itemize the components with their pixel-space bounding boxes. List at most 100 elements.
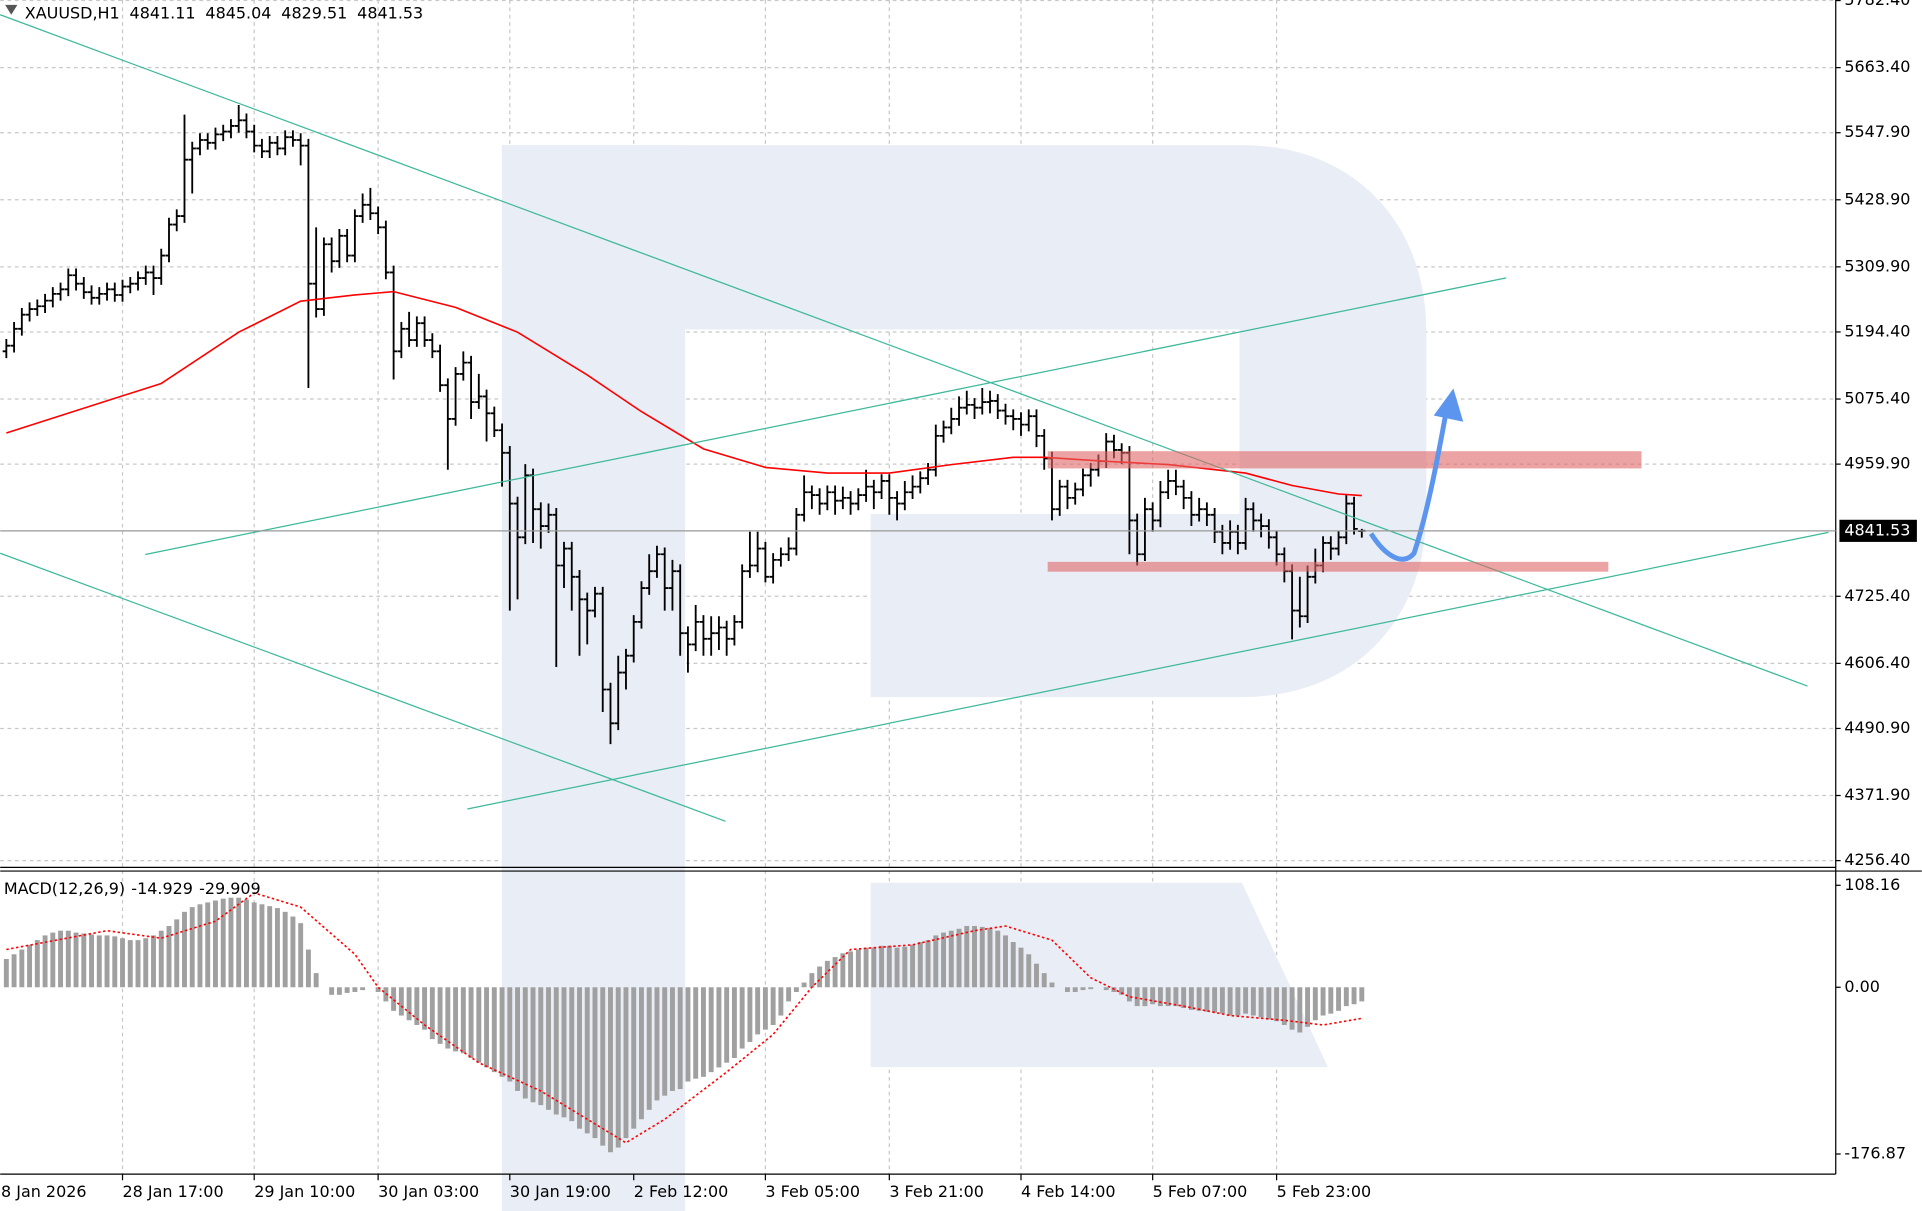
ohlc-bar bbox=[591, 586, 599, 618]
ohlc-bar bbox=[513, 496, 522, 600]
x-tick-label: 2 Feb 12:00 bbox=[634, 1182, 729, 1201]
histogram-bar bbox=[453, 987, 459, 1052]
histogram-bar bbox=[414, 987, 420, 1025]
ohlc-bar bbox=[1040, 429, 1048, 470]
histogram-bar bbox=[11, 954, 17, 988]
histogram-bar bbox=[855, 949, 861, 988]
histogram-bar bbox=[964, 925, 970, 988]
ohlc-bar bbox=[1350, 496, 1358, 535]
histogram-bar bbox=[406, 987, 412, 1021]
ohlc-bar bbox=[273, 136, 282, 156]
ohlc-bar bbox=[924, 462, 932, 485]
ohlc-bar bbox=[916, 471, 924, 494]
histogram-bar bbox=[693, 987, 699, 1079]
ohlc-bar bbox=[1032, 409, 1041, 448]
ohlc-bar bbox=[428, 333, 437, 359]
histogram-bar bbox=[1157, 987, 1163, 1007]
histogram-bar bbox=[274, 908, 280, 988]
y-tick-label: 4725.40 bbox=[1844, 586, 1910, 605]
histogram-bar bbox=[1289, 987, 1295, 1030]
ohlc-bar bbox=[1187, 491, 1196, 527]
histogram-bar bbox=[174, 919, 180, 988]
histogram-bar bbox=[755, 987, 761, 1035]
header-value: 4841.53 bbox=[357, 3, 423, 22]
trend-line bbox=[0, 14, 1808, 687]
ohlc-bar bbox=[235, 105, 243, 133]
ohlc-bar bbox=[800, 475, 808, 522]
histogram-bar bbox=[50, 932, 56, 988]
ohlc-bar bbox=[676, 564, 684, 656]
histogram-bar bbox=[1119, 987, 1125, 995]
histogram-bar bbox=[189, 907, 195, 988]
histogram-bar bbox=[344, 987, 350, 993]
y-tick-label: 4959.90 bbox=[1844, 454, 1910, 473]
histogram-bar bbox=[786, 987, 792, 1002]
ohlc-bar bbox=[10, 322, 18, 353]
ohlc-bar bbox=[684, 626, 692, 673]
histogram-bar bbox=[352, 987, 358, 992]
ohlc-bar bbox=[722, 620, 731, 656]
forecast-arrow bbox=[1368, 405, 1450, 562]
ohlc-bar bbox=[312, 227, 320, 318]
ohlc-bar bbox=[2, 338, 11, 359]
histogram-bar bbox=[561, 987, 567, 1118]
histogram-bar bbox=[259, 904, 265, 988]
histogram-bar bbox=[600, 987, 606, 1146]
histogram-bar bbox=[987, 927, 993, 988]
y-tick-label: 5782.40 bbox=[1844, 0, 1910, 9]
histogram-bar bbox=[631, 987, 637, 1129]
ohlc-bar bbox=[211, 127, 220, 150]
y-tick-label: 5547.90 bbox=[1844, 122, 1910, 141]
histogram-bar bbox=[809, 973, 815, 988]
ohlc-bar bbox=[1025, 409, 1033, 432]
y-tick-label: 108.16 bbox=[1844, 875, 1900, 894]
ohlc-bar bbox=[653, 545, 661, 578]
ohlc-bar bbox=[18, 307, 26, 336]
ohlc-bar bbox=[877, 474, 886, 500]
ohlc-bar bbox=[939, 420, 948, 443]
histogram-bar bbox=[1243, 987, 1249, 1014]
ohlc-bar bbox=[901, 480, 909, 511]
ohlc-bar bbox=[173, 209, 181, 232]
histogram-bar bbox=[731, 987, 737, 1058]
ohlc-bar bbox=[1226, 520, 1234, 550]
ohlc-bar bbox=[1249, 502, 1258, 532]
histogram-bar bbox=[507, 987, 513, 1082]
histogram-bar bbox=[298, 923, 304, 988]
histogram-bar bbox=[608, 987, 613, 1153]
histogram-bar bbox=[73, 932, 79, 988]
histogram-bar bbox=[1142, 987, 1148, 1007]
ohlc-bar bbox=[769, 553, 777, 584]
histogram-bar bbox=[1328, 987, 1334, 1014]
panel-title: XAUUSD,H1 4841.11 4845.04 4829.51 4841.53 bbox=[25, 3, 423, 22]
annotations bbox=[0, 14, 1829, 822]
header-value: 4829.51 bbox=[281, 3, 347, 22]
frame bbox=[0, 0, 1922, 1175]
histogram-bar bbox=[143, 938, 149, 988]
histogram-bar bbox=[329, 987, 335, 995]
ohlc-bar bbox=[1234, 524, 1242, 555]
ohlc-bar bbox=[80, 276, 88, 299]
histogram-bar bbox=[89, 934, 94, 988]
ohlc-bar bbox=[444, 378, 452, 470]
histogram-bar bbox=[1227, 987, 1233, 1016]
header-value: 4845.04 bbox=[205, 3, 271, 22]
ohlc-bar bbox=[506, 446, 514, 611]
x-tick-label: 3 Feb 21:00 bbox=[889, 1182, 984, 1201]
ohlc-bar bbox=[661, 547, 669, 611]
ohlc-bar bbox=[978, 387, 986, 415]
header-value: 4841.11 bbox=[130, 3, 196, 22]
ohlc-bar bbox=[792, 508, 801, 556]
x-tick-label: 5 Feb 23:00 bbox=[1277, 1182, 1372, 1201]
histogram-bar bbox=[58, 930, 64, 988]
ohlc-bar bbox=[289, 130, 297, 147]
ohlc-bar bbox=[118, 279, 127, 302]
histogram-bar bbox=[979, 926, 985, 988]
histogram-bar bbox=[1188, 987, 1194, 1010]
histogram-bar bbox=[1359, 987, 1365, 1002]
histogram-bar bbox=[863, 947, 869, 988]
ohlc-bar bbox=[242, 113, 251, 139]
ohlc-bar bbox=[1203, 502, 1211, 527]
ohlc-bar bbox=[908, 475, 917, 500]
histogram-bar bbox=[1003, 935, 1008, 988]
